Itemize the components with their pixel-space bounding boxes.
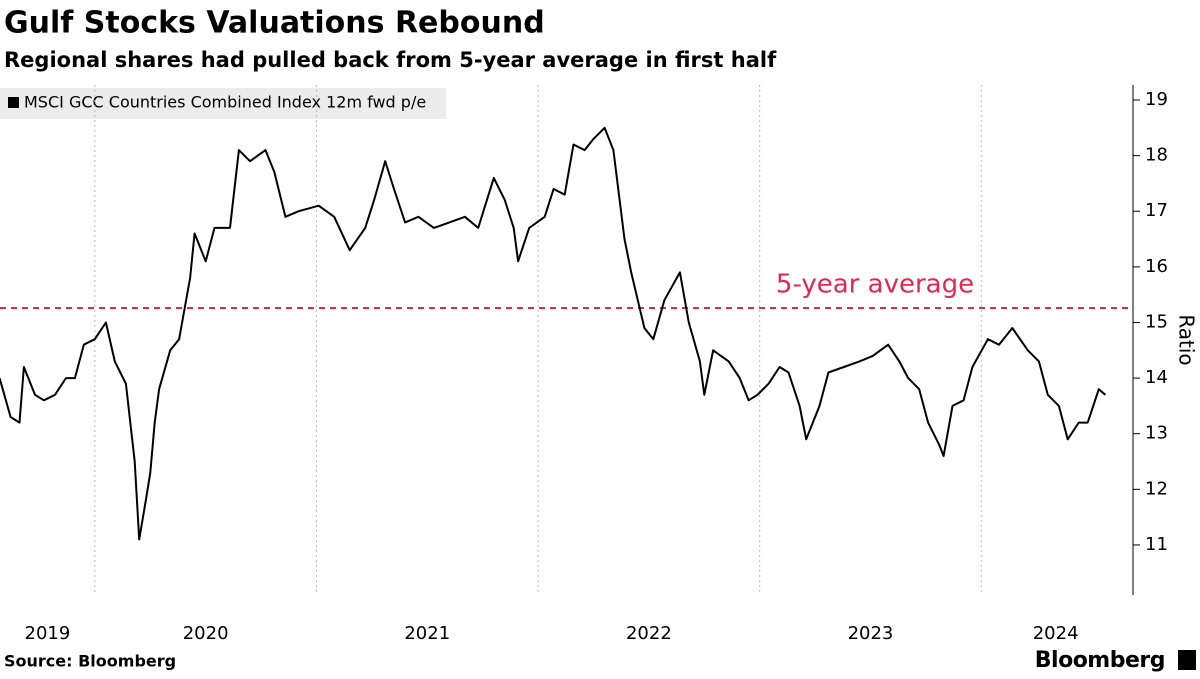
- y-tick-label: 13: [1145, 423, 1168, 444]
- brand-icon: [1178, 650, 1196, 670]
- y-tick-label: 18: [1145, 145, 1168, 166]
- y-tick-label: 17: [1145, 200, 1168, 221]
- series-line: [0, 126, 1107, 541]
- y-tick-label: 11: [1145, 534, 1168, 555]
- source: Source: Bloomberg: [4, 652, 176, 671]
- legend-swatch: [8, 97, 19, 108]
- x-tick-label: 2023: [848, 623, 894, 644]
- x-tick-label: 2024: [1033, 623, 1079, 644]
- y-axis-title: Ratio: [1175, 314, 1199, 365]
- x-tick-label: 2022: [626, 623, 672, 644]
- y-tick-label: 16: [1145, 256, 1168, 277]
- reference-label: 5-year average: [776, 270, 974, 300]
- brand: Bloomberg: [1035, 648, 1165, 673]
- chart-subtitle: Regional shares had pulled back from 5-y…: [4, 48, 777, 72]
- x-tick-label: 2020: [183, 623, 229, 644]
- chart-title: Gulf Stocks Valuations Rebound: [4, 6, 545, 41]
- legend-label: MSCI GCC Countries Combined Index 12m fw…: [24, 93, 426, 112]
- x-tick-label: 2019: [25, 623, 71, 644]
- x-tick-label: 2021: [404, 623, 450, 644]
- y-tick-label: 15: [1145, 311, 1168, 332]
- y-tick-label: 14: [1145, 367, 1168, 388]
- legend-box: [0, 88, 446, 119]
- y-tick-label: 19: [1145, 89, 1168, 110]
- y-tick-label: 12: [1145, 478, 1168, 499]
